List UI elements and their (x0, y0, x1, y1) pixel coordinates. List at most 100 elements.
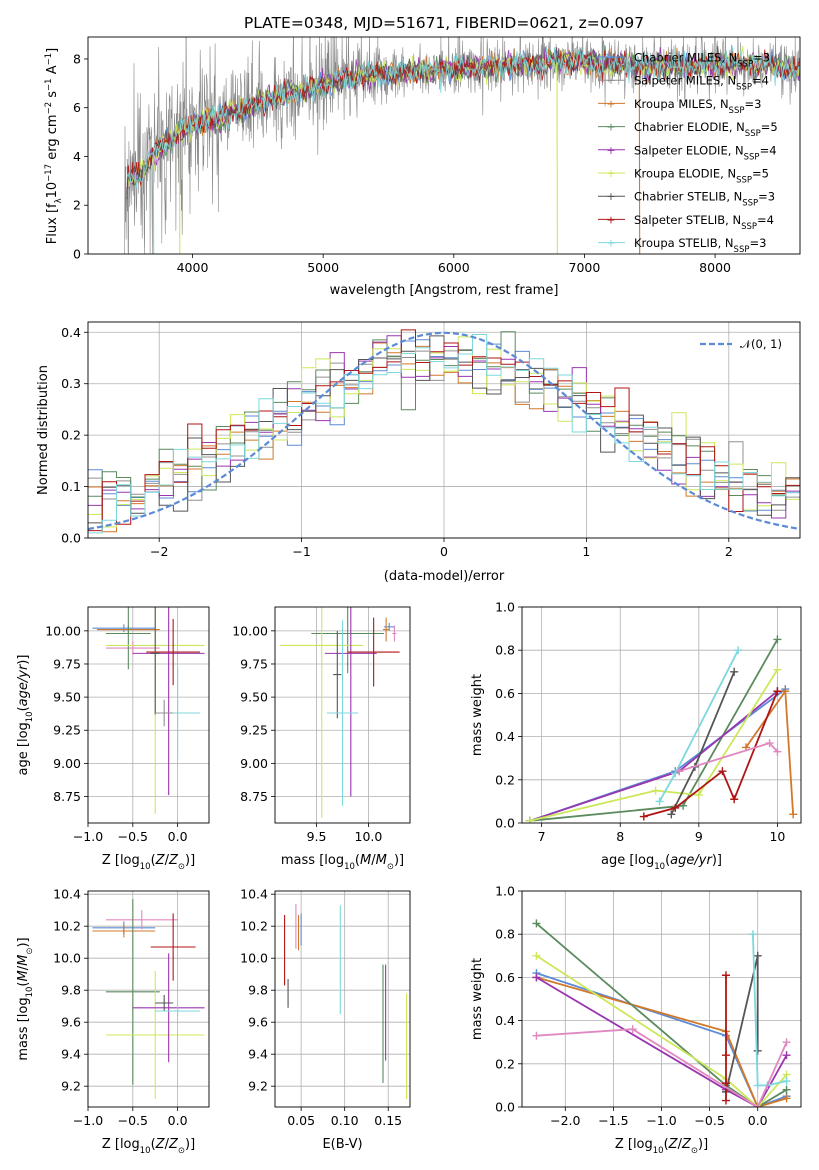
weight-vs-Z-marker (721, 1079, 730, 1088)
weight-vs-Z-ticks: −2.0 −1.5 −1.0 −0.5 0.0 0.0 0.2 0.4 0.6 0.8 1.0 (495, 884, 768, 1129)
mass-vs-Z-point-1 (92, 924, 156, 938)
weight-vs-age-frame (521, 606, 802, 824)
mass-vs-Z-frame (87, 890, 210, 1108)
weight-vs-Z-plot-area (532, 919, 791, 1107)
weight-vs-age-marker (781, 687, 790, 696)
normal-distribution-curve (88, 331, 800, 531)
weight-vs-age-marker (765, 739, 774, 748)
legend-label-chabrier_elodie: Chabrier ELODIE, NSSP=5 (634, 120, 778, 139)
age-vs-Z-point-2 (105, 641, 160, 655)
age-vs-Z-point-5 (132, 607, 205, 796)
age-vs-mass-point-5 (347, 617, 400, 687)
mass-vs-Z-point-2 (105, 910, 178, 930)
mass-vs-Z-ytick-label: 9.4 (61, 1047, 81, 1062)
weight-vs-age-series-kroupa_elodie (525, 665, 782, 823)
age-vs-mass-ytick-label: 10.00 (232, 623, 268, 638)
spectrum-xtick-label: 4000 (177, 260, 209, 275)
residuals-frame (87, 321, 801, 539)
spectrum-ytick-label: 8 (73, 51, 81, 66)
weight-vs-age-marker (655, 797, 664, 806)
weight-vs-Z-marker (782, 1094, 791, 1103)
weight-vs-Z-xtick-label: 0.0 (748, 1113, 768, 1128)
weight-vs-age-marker (679, 801, 688, 810)
mass-vs-ebv-ytick-label: 9.8 (248, 983, 268, 998)
residuals-ytick-label: 0.2 (61, 428, 81, 443)
weight-vs-age-xtick-label: 7 (538, 829, 546, 844)
mass-vs-Z-ytick-label: 9.2 (61, 1079, 81, 1094)
weight-vs-age-marker (675, 767, 684, 776)
age-vs-mass-ytick-label: 9.00 (240, 756, 268, 771)
residuals-axes: −2 −1 0 1 2 0.0 0.1 0.2 0.3 0.4 (61, 321, 801, 559)
weight-vs-age-marker (694, 790, 703, 799)
weight-vs-age-series-chabrier_elodie (525, 635, 782, 823)
age-vs-mass-point-3 (280, 607, 364, 818)
legend-label-kroupa_stelib: Kroupa STELIB, NSSP=3 (634, 236, 766, 255)
legend-label-normal: 𝒩(0, 1) (740, 337, 782, 351)
weight-vs-Z-xtick-label: −2.0 (550, 1113, 580, 1128)
weight-vs-Z-ylabel: mass weight (470, 958, 485, 1040)
weight-vs-Z-ytick-label: 0.8 (495, 927, 515, 942)
weight-vs-age-xtick-label: 10 (769, 829, 785, 844)
weight-vs-age-marker (773, 665, 782, 674)
weight-vs-Z-marker (532, 919, 541, 928)
legend-label-salpeter_elodie: Salpeter ELODIE, NSSP=4 (634, 143, 777, 162)
residuals-xtick-label: 0 (440, 544, 448, 559)
spectrum-axes: 4000 5000 6000 7000 8000 0 2 4 6 8 (73, 36, 801, 275)
weight-vs-Z-line-kroupa_stelib (752, 934, 787, 1087)
mass-vs-ebv-axes: 0.05 0.10 0.15 9.2 9.4 9.6 9.8 10.0 10.2 10.4 (240, 887, 411, 1128)
mass-vs-ebv-xtick-label: 0.15 (374, 1113, 402, 1128)
age-vs-Z-plot-area (92, 607, 205, 814)
mass-vs-Z-ticks: −1.0 −0.5 0.0 9.2 9.4 9.6 9.8 10.0 10.2 10.4 (53, 887, 187, 1128)
residuals-xtick-label: 2 (725, 544, 733, 559)
mass-vs-Z-point-4 (105, 971, 205, 1099)
weight-vs-age-plot-area (525, 635, 798, 823)
weight-vs-Z-frame (521, 890, 802, 1108)
weight-vs-age-xtick-label: 8 (616, 829, 624, 844)
weight-vs-age-series-pink (675, 739, 782, 776)
mass-vs-Z-ytick-label: 9.6 (61, 1015, 81, 1030)
mass-vs-Z-axes: −1.0 −0.5 0.0 9.2 9.4 9.6 9.8 10.0 10.2 10.4 (53, 887, 210, 1128)
age-vs-Z-ylabel: age [log10(age/yr)] (16, 655, 35, 776)
mass-vs-Z-ylabel: mass [log10(M/M⊙)] (16, 937, 35, 1060)
weight-vs-age-series-kroupa_miles (741, 687, 798, 819)
age-vs-mass-point-4 (324, 607, 377, 797)
age-vs-Z-point-0 (92, 624, 156, 633)
legend-label-chabrier_miles: Chabrier MILES, NSSP=3 (634, 51, 770, 70)
weight-vs-Z-marker (628, 1025, 637, 1034)
weight-vs-age-ytick-label: 0.6 (495, 686, 515, 701)
age-vs-mass-xtick-label: 10.0 (355, 829, 383, 844)
weight-vs-Z-marker (721, 1096, 730, 1105)
age-vs-Z-ytick-label: 10.00 (45, 623, 81, 638)
residuals-xtick-label: 1 (582, 544, 590, 559)
weight-vs-age-marker (730, 667, 739, 676)
residuals-ytick-label: 0.3 (61, 376, 81, 391)
weight-vs-age-marker (773, 635, 782, 644)
spectrum-ytick-label: 2 (73, 198, 81, 213)
weight-vs-Z-marker (753, 1103, 762, 1107)
weight-vs-Z-xlabel: Z [log10(Z/Z⊙)] (615, 1137, 708, 1156)
weight-vs-Z-xtick-label: −1.5 (598, 1113, 628, 1128)
histogram-kroupa_miles (88, 342, 800, 533)
weight-vs-Z-marker (782, 1085, 791, 1094)
age-vs-Z-point-7 (150, 607, 160, 715)
legend-label-kroupa_elodie: Kroupa ELODIE, NSSP=5 (634, 167, 769, 186)
legend-marker-chabrier_miles: + (606, 51, 615, 64)
age-vs-mass-frame (274, 606, 411, 824)
weight-vs-age-marker (651, 786, 660, 795)
weight-vs-Z-series-salpeter_stelib (721, 971, 730, 1105)
age-vs-mass-plot-area (280, 607, 400, 818)
weight-vs-Z-ytick-label: 0.0 (495, 1100, 515, 1115)
weight-vs-Z-marker (532, 1031, 541, 1040)
mass-vs-Z-point-3 (105, 899, 160, 1085)
mass-vs-ebv-ytick-label: 9.4 (248, 1047, 268, 1062)
legend-marker-salpeter_miles: + (606, 74, 615, 87)
weight-vs-Z-marker (782, 1077, 791, 1086)
legend-marker-kroupa_elodie: + (606, 167, 615, 180)
mass-vs-Z-xtick-label: −0.5 (118, 1113, 148, 1128)
age-vs-Z-point-6 (146, 618, 201, 686)
residuals-ytick-label: 0.0 (61, 531, 81, 546)
legend-label-salpeter_stelib: Salpeter STELIB, NSSP=4 (634, 213, 774, 232)
legend-marker-salpeter_stelib: + (606, 213, 615, 226)
age-vs-mass-point-7 (326, 620, 359, 806)
mass-vs-ebv-ticks: 0.05 0.10 0.15 9.2 9.4 9.6 9.8 10.0 10.2 10.4 (240, 887, 402, 1128)
